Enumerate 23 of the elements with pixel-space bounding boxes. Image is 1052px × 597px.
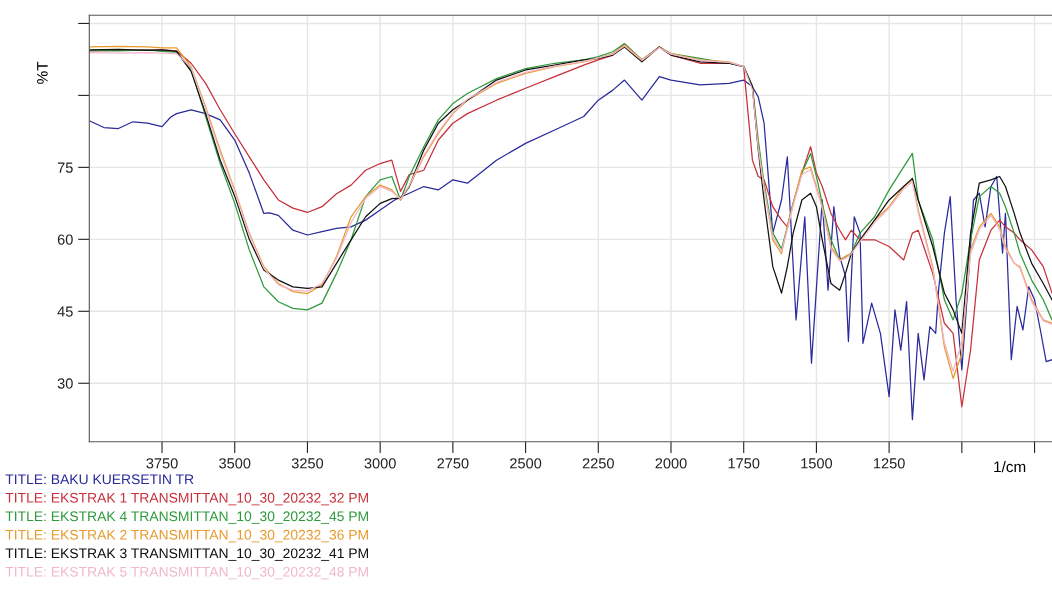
x-tick-label: 1500 (801, 458, 833, 469)
y-tick-label: 60 (57, 234, 73, 245)
text: TITLE: EKSTRAK 2 TRANSMITTAN_10_30_20232_36 PM (5, 529, 368, 543)
x-tick-label: 1250 (874, 458, 905, 469)
text: TITLE: EKSTRAK 1 TRANSMITTAN_10_30_20232_32 PM (5, 492, 368, 506)
x-tick-label: 2250 (582, 458, 614, 469)
y-axis-title: %T (37, 61, 48, 84)
x-tick-label: 3250 (291, 458, 324, 469)
x-tick-label: 1750 (728, 458, 760, 469)
y-tick-label: 75 (57, 162, 73, 173)
text: TITLE: EKSTRAK 5 TRANSMITTAN_10_30_20232_48 PM (5, 566, 368, 580)
text: TITLE: EKSTRAK 4 TRANSMITTAN_10_30_20232_45 PM (5, 511, 368, 524)
y-tick-label: 30 (57, 378, 73, 389)
x-tick-label: 3000 (364, 458, 396, 469)
x-tick-label: 2500 (510, 458, 542, 469)
x-tick-label: 3750 (146, 458, 178, 469)
x-tick-label: 3500 (219, 458, 251, 469)
x-tick-label: 2000 (655, 458, 687, 469)
y-tick-label: 45 (57, 306, 73, 317)
x-axis-title: 1/cm (994, 460, 1026, 473)
x-tick-label: 2750 (437, 458, 469, 469)
text: TITLE: BAKU KUERSETIN TR (5, 474, 194, 485)
text: TITLE: EKSTRAK 3 TRANSMITTAN_10_30_20232_41 PM (5, 548, 368, 561)
